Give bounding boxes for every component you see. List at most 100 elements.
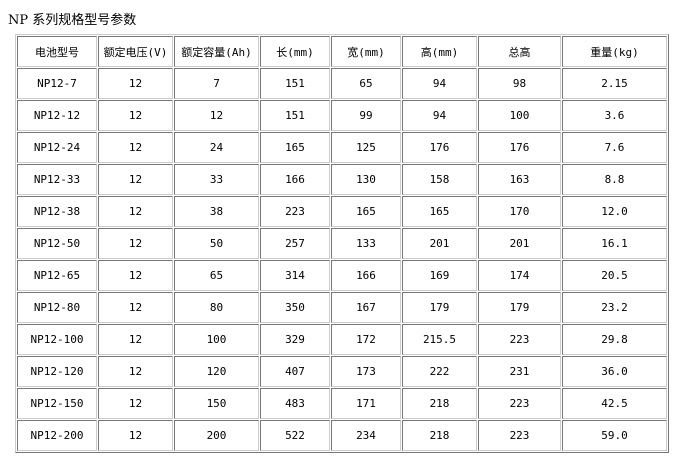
table-row: NP12-150 12 150 483 171 218 223 42.5 — [17, 388, 667, 419]
table-row: NP12-120 12 120 407 173 222 231 36.0 — [17, 356, 667, 387]
table-cell: 174 — [478, 260, 561, 291]
table-cell: 407 — [260, 356, 330, 387]
table-cell: 94 — [402, 100, 477, 131]
table-cell: 42.5 — [562, 388, 667, 419]
table-cell: 165 — [402, 196, 477, 227]
table-cell: NP12-100 — [17, 324, 97, 355]
table-cell: 314 — [260, 260, 330, 291]
table-cell: NP12-38 — [17, 196, 97, 227]
table-cell: 218 — [402, 388, 477, 419]
table-cell: 165 — [331, 196, 401, 227]
table-cell: NP12-24 — [17, 132, 97, 163]
table-row: NP12-12 12 12 151 99 94 100 3.6 — [17, 100, 667, 131]
table-cell: 98 — [478, 68, 561, 99]
table-cell: 158 — [402, 164, 477, 195]
table-cell: 12 — [98, 420, 173, 451]
table-row: NP12-7 12 7 151 65 94 98 2.15 — [17, 68, 667, 99]
table-row: NP12-38 12 38 223 165 165 170 12.0 — [17, 196, 667, 227]
table-cell: 12 — [98, 292, 173, 323]
table-cell: 483 — [260, 388, 330, 419]
table-cell: 8.8 — [562, 164, 667, 195]
table-cell: 3.6 — [562, 100, 667, 131]
table-cell: 80 — [174, 292, 259, 323]
table-cell: 12 — [98, 228, 173, 259]
table-cell: 7.6 — [562, 132, 667, 163]
table-cell: 23.2 — [562, 292, 667, 323]
table-cell: 12 — [98, 260, 173, 291]
table-cell: 223 — [478, 388, 561, 419]
table-cell: 59.0 — [562, 420, 667, 451]
table-cell: 223 — [478, 420, 561, 451]
table-cell: 169 — [402, 260, 477, 291]
table-row: NP12-80 12 80 350 167 179 179 23.2 — [17, 292, 667, 323]
table-row: NP12-200 12 200 522 234 218 223 59.0 — [17, 420, 667, 451]
table-cell: 120 — [174, 356, 259, 387]
table-cell: 12 — [98, 100, 173, 131]
table-cell: 179 — [478, 292, 561, 323]
header-cell: 总高 — [478, 36, 561, 67]
table-cell: 329 — [260, 324, 330, 355]
table-cell: 179 — [402, 292, 477, 323]
table-cell: 173 — [331, 356, 401, 387]
page-title: NP 系列规格型号参数 — [8, 13, 137, 28]
table-cell: 170 — [478, 196, 561, 227]
table-cell: 16.1 — [562, 228, 667, 259]
table-cell: 522 — [260, 420, 330, 451]
table-cell: 50 — [174, 228, 259, 259]
table-cell: 12 — [98, 356, 173, 387]
header-cell: 额定容量(Ah) — [174, 36, 259, 67]
table-row: NP12-100 12 100 329 172 215.5 223 29.8 — [17, 324, 667, 355]
table-cell: 172 — [331, 324, 401, 355]
table-cell: 7 — [174, 68, 259, 99]
table-cell: 100 — [478, 100, 561, 131]
table-cell: 171 — [331, 388, 401, 419]
table-cell: 218 — [402, 420, 477, 451]
table-cell: 257 — [260, 228, 330, 259]
table-cell: NP12-50 — [17, 228, 97, 259]
table-cell: 167 — [331, 292, 401, 323]
table-cell: 150 — [174, 388, 259, 419]
table-cell: 200 — [174, 420, 259, 451]
table-cell: 12 — [98, 68, 173, 99]
table-cell: 133 — [331, 228, 401, 259]
table-cell: 165 — [260, 132, 330, 163]
table-cell: 176 — [402, 132, 477, 163]
header-cell: 宽(mm) — [331, 36, 401, 67]
table-cell: 12.0 — [562, 196, 667, 227]
header-cell: 重量(kg) — [562, 36, 667, 67]
table-cell: NP12-80 — [17, 292, 97, 323]
table-row: NP12-33 12 33 166 130 158 163 8.8 — [17, 164, 667, 195]
header-cell: 额定电压(V) — [98, 36, 173, 67]
header-row: 电池型号 额定电压(V) 额定容量(Ah) 长(mm) 宽(mm) 高(mm) 总高 重量(k… — [17, 36, 667, 67]
table-cell: 166 — [331, 260, 401, 291]
table-cell: 215.5 — [402, 324, 477, 355]
table-cell: 65 — [174, 260, 259, 291]
table-cell: NP12-65 — [17, 260, 97, 291]
table-cell: 12 — [98, 324, 173, 355]
table-cell: 201 — [478, 228, 561, 259]
table-cell: 223 — [478, 324, 561, 355]
table-row: NP12-50 12 50 257 133 201 201 16.1 — [17, 228, 667, 259]
table-cell: NP12-7 — [17, 68, 97, 99]
table-cell: 12 — [174, 100, 259, 131]
spec-table: 电池型号 额定电压(V) 额定容量(Ah) 长(mm) 宽(mm) 高(mm) 总高 重量(k… — [15, 34, 669, 453]
table-cell: 12 — [98, 196, 173, 227]
table-cell: 12 — [98, 164, 173, 195]
table-cell: NP12-200 — [17, 420, 97, 451]
table-cell: 151 — [260, 68, 330, 99]
table-cell: 20.5 — [562, 260, 667, 291]
table-cell: 166 — [260, 164, 330, 195]
table-cell: NP12-33 — [17, 164, 97, 195]
table-cell: NP12-12 — [17, 100, 97, 131]
table-row: NP12-24 12 24 165 125 176 176 7.6 — [17, 132, 667, 163]
table-cell: 36.0 — [562, 356, 667, 387]
table-cell: 176 — [478, 132, 561, 163]
table-row: NP12-65 12 65 314 166 169 174 20.5 — [17, 260, 667, 291]
table-cell: 12 — [98, 132, 173, 163]
header-cell: 高(mm) — [402, 36, 477, 67]
table-cell: 38 — [174, 196, 259, 227]
table-cell: 99 — [331, 100, 401, 131]
table-cell: 201 — [402, 228, 477, 259]
table-cell: 65 — [331, 68, 401, 99]
table-cell: 350 — [260, 292, 330, 323]
